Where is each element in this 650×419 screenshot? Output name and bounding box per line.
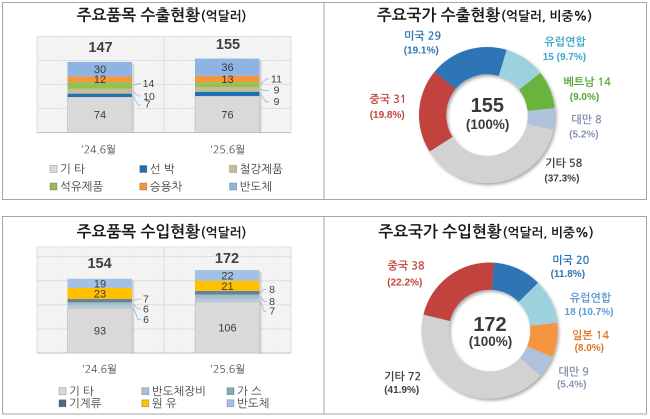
svg-text:8: 8 — [269, 296, 275, 308]
svg-text:6: 6 — [143, 304, 149, 316]
svg-text:18 (10.7%): 18 (10.7%) — [565, 307, 614, 318]
svg-text:93: 93 — [94, 326, 106, 338]
svg-text:(19.1%): (19.1%) — [404, 46, 439, 57]
svg-text:13: 13 — [221, 74, 233, 86]
svg-text:155: 155 — [216, 37, 240, 53]
svg-text:36: 36 — [221, 62, 233, 74]
svg-text:74: 74 — [94, 110, 106, 122]
svg-text:12: 12 — [94, 74, 106, 86]
svg-text:(5.4%): (5.4%) — [557, 379, 586, 390]
svg-text:106: 106 — [218, 322, 236, 334]
svg-text:(22.2%): (22.2%) — [387, 277, 422, 288]
svg-text:154: 154 — [87, 256, 111, 272]
svg-text:8: 8 — [269, 284, 275, 296]
svg-text:7: 7 — [269, 306, 275, 318]
svg-text:(37.3%): (37.3%) — [544, 174, 579, 185]
svg-text:9: 9 — [274, 96, 280, 108]
svg-text:(9.0%): (9.0%) — [570, 92, 599, 103]
svg-text:30: 30 — [94, 64, 106, 76]
svg-text:76: 76 — [221, 109, 233, 121]
svg-text:21: 21 — [221, 281, 233, 293]
svg-text:6: 6 — [143, 314, 149, 326]
svg-text:147: 147 — [88, 40, 112, 56]
svg-text:19: 19 — [94, 278, 106, 290]
svg-text:11: 11 — [271, 73, 282, 85]
svg-text:(5.2%): (5.2%) — [569, 130, 598, 141]
svg-text:23: 23 — [94, 288, 106, 300]
svg-text:9: 9 — [274, 85, 280, 97]
svg-text:(100%): (100%) — [469, 334, 513, 349]
svg-text:(19.8%): (19.8%) — [370, 110, 405, 121]
svg-text:172: 172 — [215, 251, 239, 267]
svg-text:155: 155 — [471, 95, 504, 117]
svg-text:(8.0%): (8.0%) — [575, 343, 604, 354]
svg-text:15 (9.7%): 15 (9.7%) — [543, 52, 586, 63]
svg-text:22: 22 — [221, 270, 233, 282]
svg-text:10: 10 — [143, 91, 155, 103]
svg-text:(11.8%): (11.8%) — [551, 269, 585, 280]
svg-text:14: 14 — [143, 78, 155, 90]
svg-text:(100%): (100%) — [466, 117, 510, 132]
svg-text:(41.9%): (41.9%) — [384, 385, 419, 396]
svg-text:7: 7 — [143, 294, 149, 306]
svg-text:7: 7 — [145, 99, 151, 111]
svg-text:172: 172 — [473, 314, 506, 336]
